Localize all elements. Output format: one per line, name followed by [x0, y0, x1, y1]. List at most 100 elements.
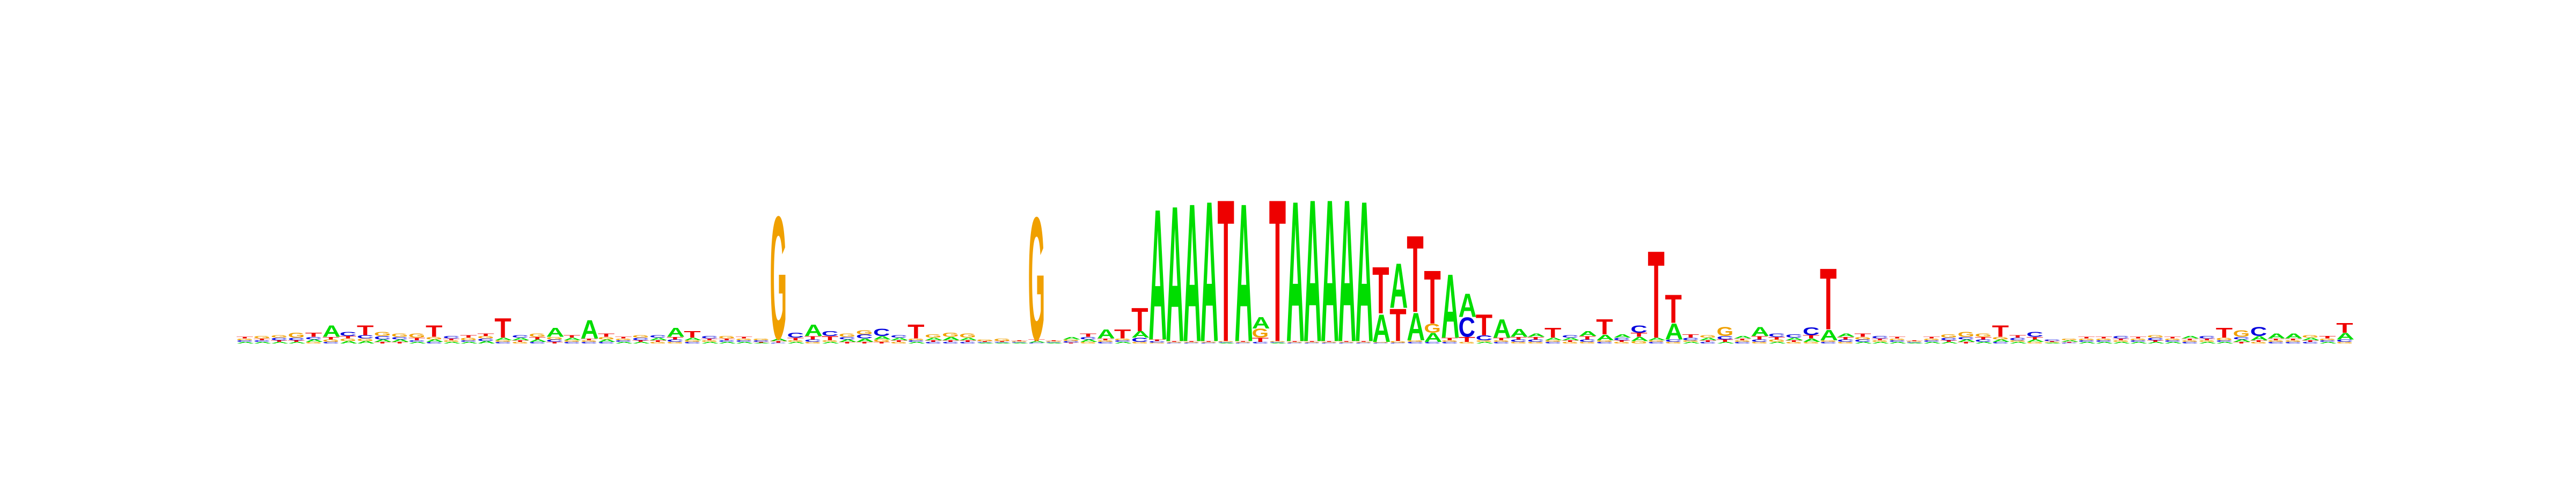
logo-letter-A-pos-87: A: [1717, 341, 1735, 344]
logo-letter-C-pos-70: C: [1424, 341, 1440, 344]
logo-letter-G-pos-123: G: [2336, 341, 2353, 344]
logo-letter-T-pos-94: T: [1837, 336, 1854, 340]
logo-letter-A-pos-95: A: [1854, 341, 1872, 344]
logo-letter-C-pos-13: C: [443, 335, 459, 339]
logo-letter-C-pos-115: C: [2199, 335, 2215, 339]
logo-letter-A-pos-70: A: [1424, 330, 1442, 345]
logo-letter-G-pos-122: G: [2319, 338, 2336, 341]
logo-letter-T-pos-63: T: [1304, 341, 1320, 342]
logo-letter-C-pos-3: C: [270, 337, 287, 341]
logo-letter-C-pos-41: C: [925, 341, 941, 344]
logo-letter-C-pos-49: C: [1063, 341, 1079, 343]
logo-letter-A-pos-106: A: [2044, 342, 2062, 343]
logo-letter-G-pos-91: G: [1785, 341, 1802, 344]
logo-letter-A-pos-17: A: [511, 337, 530, 341]
logo-letter-A-pos-82: A: [1630, 336, 1649, 342]
logo-letter-C-pos-86: C: [1700, 341, 1716, 344]
logo-letter-T-pos-6: T: [323, 336, 339, 340]
logo-letter-G-pos-114: G: [2182, 340, 2198, 342]
logo-letter-C-pos-60: C: [1252, 341, 1269, 344]
logo-letter-A-pos-111: A: [2129, 341, 2148, 344]
logo-letter-C-pos-52: C: [1114, 340, 1131, 342]
logo-letter-T-pos-58: T: [1217, 157, 1234, 384]
logo-letter-G-pos-36: G: [839, 333, 855, 338]
logo-letter-T-pos-83: T: [1648, 225, 1664, 364]
logo-letter-G-pos-21: G: [581, 340, 597, 342]
logo-letter-T-pos-74: T: [1493, 337, 1510, 341]
logo-letter-T-pos-45: T: [994, 341, 1011, 342]
logo-letter-C-pos-113: C: [2164, 340, 2181, 342]
logo-letter-T-pos-91: T: [1785, 340, 1802, 342]
logo-letter-C-pos-43: C: [959, 341, 976, 344]
logo-letter-G-pos-13: G: [443, 340, 459, 342]
logo-letter-A-pos-47: A: [1028, 341, 1046, 343]
logo-letter-A-pos-58: A: [1217, 342, 1235, 343]
logo-letter-C-pos-82: C: [1630, 324, 1647, 335]
logo-letter-G-pos-63: G: [1304, 342, 1320, 343]
logo-letter-G-pos-113: G: [2164, 338, 2181, 341]
logo-letter-C-pos-76: C: [1527, 339, 1544, 342]
logo-letter-T-pos-85: T: [1682, 333, 1699, 339]
logo-letter-T-pos-41: T: [925, 340, 941, 342]
logo-letter-T-pos-2: T: [253, 338, 270, 341]
logo-letter-A-pos-28: A: [701, 341, 719, 344]
logo-letter-C-pos-55: C: [1166, 342, 1182, 343]
logo-letter-T-pos-26: T: [667, 336, 683, 340]
logo-letter-T-pos-110: T: [2112, 338, 2129, 341]
logo-letter-G-pos-59: G: [1235, 342, 1252, 343]
logo-letter-C-pos-81: C: [1613, 337, 1630, 341]
logo-letter-C-pos-103: C: [1992, 341, 2009, 344]
logo-letter-T-pos-36: T: [839, 341, 855, 344]
logo-letter-G-pos-49: G: [1063, 339, 1079, 342]
logo-letter-T-pos-11: T: [408, 337, 425, 341]
logo-letter-T-pos-54: T: [1148, 339, 1165, 341]
logo-letter-T-pos-42: T: [942, 340, 958, 342]
logo-letter-A-pos-64: A: [1321, 158, 1339, 384]
logo-letter-G-pos-88: G: [1734, 340, 1751, 342]
logo-letter-C-pos-5: C: [305, 336, 322, 340]
logo-letter-G-pos-11: G: [408, 333, 425, 339]
logo-letter-C-pos-101: C: [1958, 336, 1974, 340]
logo-letter-G-pos-34: G: [804, 341, 821, 344]
logo-letter-G-pos-55: G: [1166, 342, 1182, 343]
logo-letter-A-pos-22: A: [598, 339, 616, 342]
logo-letter-G-pos-58: G: [1217, 341, 1234, 342]
logo-letter-C-pos-36: C: [839, 336, 855, 340]
logo-letter-G-pos-5: G: [305, 341, 322, 344]
logo-letter-T-pos-29: T: [718, 338, 735, 341]
logo-letter-T-pos-14: T: [460, 334, 477, 338]
logo-letter-C-pos-64: C: [1321, 342, 1337, 343]
logo-letter-G-pos-69: G: [1407, 340, 1423, 342]
logo-letter-T-pos-64: T: [1321, 341, 1337, 342]
logo-letter-A-pos-80: A: [1596, 333, 1614, 342]
logo-letter-A-pos-116: A: [2216, 341, 2234, 344]
logo-letter-C-pos-1: C: [236, 340, 253, 342]
logo-letter-G-pos-73: G: [1476, 340, 1492, 342]
logo-letter-C-pos-44: C: [976, 341, 993, 342]
logo-letter-G-pos-76: G: [1527, 341, 1544, 344]
logo-letter-G-pos-41: G: [925, 334, 941, 339]
logo-letter-C-pos-37: C: [856, 333, 873, 340]
logo-letter-T-pos-28: T: [701, 338, 718, 341]
logo-letter-A-pos-88: A: [1734, 335, 1752, 339]
logo-letter-G-pos-61: G: [1269, 341, 1286, 342]
logo-letter-G-pos-29: G: [718, 335, 735, 339]
logo-letter-C-pos-88: C: [1734, 341, 1751, 344]
logo-letter-G-pos-108: G: [2078, 338, 2095, 341]
logo-letter-T-pos-22: T: [598, 333, 615, 338]
logo-letter-T-pos-70: T: [1424, 254, 1440, 340]
logo-letter-A-pos-18: A: [529, 339, 547, 342]
logo-letter-G-pos-53: G: [1131, 341, 1148, 344]
logo-letter-G-pos-10: G: [391, 333, 408, 338]
logo-letter-A-pos-33: A: [787, 341, 806, 344]
logo-letter-T-pos-8: T: [357, 323, 374, 338]
logo-letter-T-pos-15: T: [477, 333, 494, 336]
logo-letter-T-pos-20: T: [564, 334, 580, 338]
logo-letter-A-pos-72: A: [1459, 287, 1477, 324]
logo-letter-T-pos-67: T: [1372, 254, 1389, 328]
logo-letter-T-pos-93: T: [1820, 250, 1836, 348]
logo-letter-C-pos-73: C: [1476, 334, 1492, 341]
logo-letter-A-pos-23: A: [615, 341, 633, 344]
logo-letter-G-pos-68: G: [1389, 341, 1406, 343]
logo-letter-T-pos-18: T: [529, 336, 546, 340]
